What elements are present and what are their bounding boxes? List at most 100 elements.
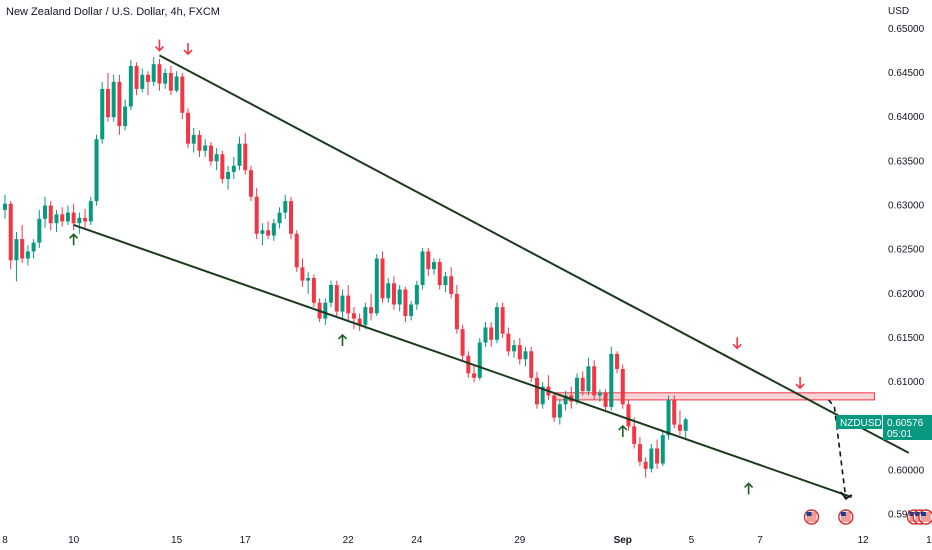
price-badge-price: 0.60576: [887, 418, 924, 429]
candle-body: [472, 373, 477, 378]
price-badge: NZDUSD 0.60576 05:01: [836, 415, 932, 440]
candles-layer: [3, 57, 688, 478]
arrow-down-icon: [154, 39, 165, 52]
candle-body: [289, 201, 293, 234]
us-flag-icon: [803, 509, 820, 525]
arrow-up-icon: [337, 333, 348, 346]
candle-body: [391, 283, 396, 305]
candle-body: [123, 106, 128, 127]
candle-body: [111, 81, 116, 118]
candle-body: [163, 73, 168, 84]
trendline: [73, 224, 852, 499]
price-tick-label: 0.65000: [888, 24, 925, 35]
flag-canton: [920, 512, 926, 516]
candle-body: [449, 276, 454, 294]
candle-body: [60, 214, 65, 222]
candle-body: [248, 170, 253, 197]
us-flag-icon: [838, 509, 854, 525]
candle-body: [168, 73, 173, 91]
candle-body: [311, 277, 316, 303]
event-icons-layer: [803, 509, 932, 525]
candle-body: [214, 154, 219, 162]
candle-body: [146, 74, 150, 82]
candle-body: [271, 223, 276, 236]
candle-body: [615, 353, 620, 369]
projection-path: [828, 399, 847, 499]
candle-body: [420, 251, 425, 286]
candle-body: [43, 205, 48, 219]
candle-body: [632, 426, 637, 445]
candle-body: [83, 217, 88, 222]
time-tick-label: 22: [343, 535, 355, 546]
arrow-down-icon: [183, 43, 193, 56]
candle-body: [575, 377, 579, 402]
price-tick-label: 0.62000: [888, 289, 925, 300]
candle-body: [283, 201, 288, 213]
candle-body: [609, 353, 614, 407]
candle-body: [88, 201, 93, 222]
candle-body: [660, 435, 665, 464]
price-badge-countdown: 05:01: [887, 429, 912, 440]
candle-body: [552, 395, 557, 418]
candle-body: [20, 239, 25, 259]
projection-arrowhead: [840, 491, 853, 500]
candle-body: [494, 307, 499, 340]
candle-body: [637, 444, 642, 462]
candle-body: [557, 404, 562, 418]
flag-canton: [806, 512, 812, 516]
candle-body: [597, 392, 602, 396]
candle-body: [243, 143, 248, 171]
trendlines-layer: [73, 54, 910, 500]
flag-canton: [909, 512, 915, 516]
time-tick-label: 29: [514, 535, 526, 546]
candle-body: [592, 366, 597, 396]
candle-body: [31, 242, 36, 252]
candle-body: [186, 112, 191, 144]
candle-body: [157, 64, 162, 84]
candle-body: [523, 351, 528, 360]
candle-body: [134, 65, 139, 89]
candle-body: [363, 307, 368, 325]
price-axis: 0.65000 0.64500 0.64000 0.63500 0.63000 0.625…: [888, 24, 925, 521]
candle-body: [208, 145, 213, 162]
time-tick-label: 12: [857, 535, 869, 546]
price-tick-label: 0.60000: [888, 466, 925, 477]
candle-body: [351, 313, 356, 319]
time-axis: 8 10 15 17 22 24 29 Sep 5 7 12 14: [2, 535, 932, 546]
resistance-zone-layer: [553, 392, 875, 401]
candle-body: [677, 424, 682, 431]
candle-body: [8, 203, 13, 261]
candle-body: [603, 392, 608, 407]
candle-body: [277, 212, 282, 224]
price-badge-price-bg: [883, 415, 932, 440]
candle-body: [397, 289, 402, 305]
trendline: [158, 54, 910, 454]
price-tick-label: 0.61000: [888, 377, 925, 388]
candle-body: [180, 76, 185, 113]
candle-body: [294, 233, 299, 268]
candle-body: [65, 212, 70, 222]
candle-body: [105, 88, 110, 118]
candle-body: [466, 355, 471, 374]
candle-body: [500, 307, 505, 334]
candle-body: [403, 289, 408, 316]
candle-body: [649, 448, 654, 469]
candle-body: [357, 318, 362, 325]
us-flag-icon: [918, 509, 932, 525]
candle-body: [683, 419, 688, 431]
candle-body: [174, 76, 179, 91]
price-tick-label: 0.63500: [888, 156, 925, 167]
candle-body: [620, 368, 625, 405]
candle-body: [540, 386, 545, 405]
price-tick-label: 0.64000: [888, 112, 925, 123]
candle-body: [534, 377, 539, 405]
candle-body: [386, 283, 391, 299]
candle-body: [460, 329, 465, 356]
candle-body: [100, 88, 105, 140]
candle-body: [563, 395, 568, 405]
candle-body: [128, 65, 133, 107]
flag-canton: [915, 512, 921, 516]
candle-body: [140, 74, 145, 89]
